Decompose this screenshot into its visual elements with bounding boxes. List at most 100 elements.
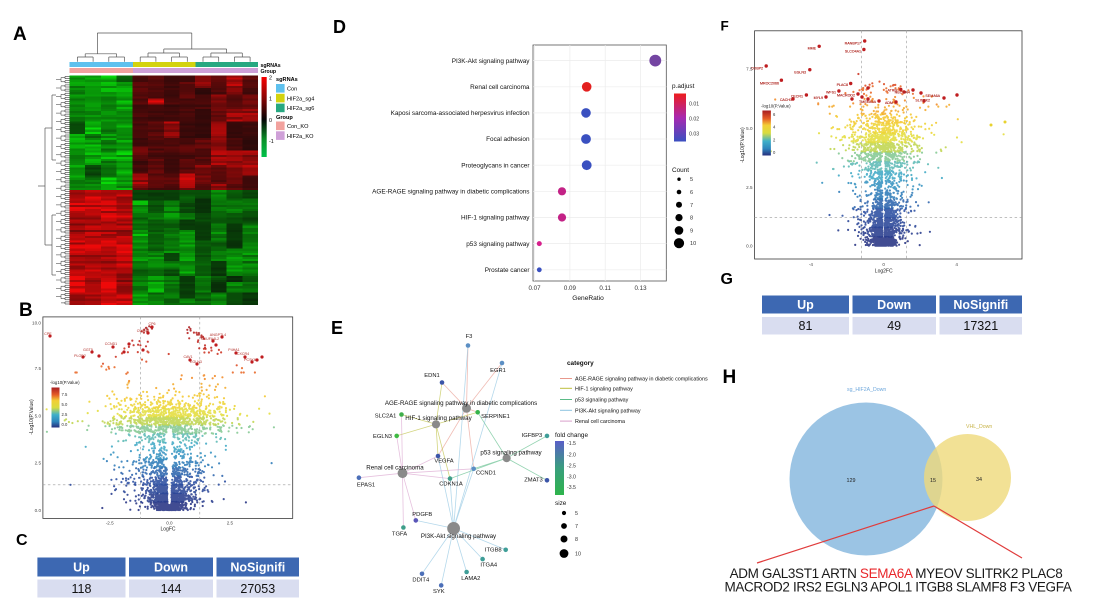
svg-text:B: B (19, 300, 33, 321)
svg-text:0.11: 0.11 (599, 285, 611, 292)
svg-text:2.5: 2.5 (746, 185, 753, 190)
svg-text:SERPINE1: SERPINE1 (481, 414, 510, 420)
svg-text:SLC2A1: SLC2A1 (375, 414, 397, 420)
svg-text:SLITRK2: SLITRK2 (915, 99, 930, 103)
svg-text:27053: 27053 (240, 582, 275, 596)
svg-text:AGE-RAGE signaling pathway in: AGE-RAGE signaling pathway in diabetic c… (575, 377, 708, 383)
svg-text:DDIT4: DDIT4 (412, 578, 430, 584)
svg-text:GeneRatio: GeneRatio (572, 295, 604, 302)
svg-text:HIF2a_sg4: HIF2a_sg4 (287, 96, 314, 102)
svg-text:IGFBP3: IGFBP3 (522, 433, 543, 439)
svg-text:4: 4 (955, 262, 958, 267)
svg-text:Count: Count (672, 167, 689, 174)
svg-text:0.01: 0.01 (689, 101, 699, 107)
svg-text:6: 6 (690, 190, 693, 196)
svg-text:WFS1: WFS1 (826, 91, 836, 95)
svg-text:NoSignifi: NoSignifi (953, 298, 1008, 312)
svg-text:HIF2a_KO: HIF2a_KO (287, 134, 314, 140)
svg-text:AGE-RAGE signaling pathway in: AGE-RAGE signaling pathway in diabetic c… (372, 189, 529, 196)
svg-text:1: 1 (269, 97, 272, 103)
svg-text:CCND1: CCND1 (476, 471, 496, 477)
svg-text:2.5: 2.5 (227, 521, 234, 526)
svg-text:PLAC8: PLAC8 (837, 83, 848, 87)
svg-text:2: 2 (269, 76, 272, 82)
svg-text:TMEM45A: TMEM45A (859, 100, 877, 104)
svg-text:MROC2066: MROC2066 (760, 82, 779, 86)
svg-text:Renal cell carcinoma: Renal cell carcinoma (470, 84, 530, 91)
svg-text:-2.5: -2.5 (106, 521, 114, 526)
svg-text:ATRN: ATRN (887, 89, 897, 93)
svg-text:0.0: 0.0 (166, 521, 173, 526)
svg-text:7.5: 7.5 (746, 67, 753, 72)
svg-text:ITGB8: ITGB8 (485, 548, 502, 554)
svg-text:SLCO4A1: SLCO4A1 (845, 50, 861, 54)
svg-text:p53 signaling pathway: p53 signaling pathway (575, 398, 629, 404)
svg-text:118: 118 (72, 582, 92, 596)
svg-text:A: A (13, 24, 27, 45)
svg-text:PLOD2: PLOD2 (74, 354, 86, 358)
svg-text:PDGFB: PDGFB (412, 512, 432, 518)
svg-text:-Log10(P.Value): -Log10(P.Value) (29, 399, 35, 435)
svg-text:p53 signaling pathway: p53 signaling pathway (480, 450, 542, 457)
svg-text:Proteoglycans in cancer: Proteoglycans in cancer (461, 162, 530, 169)
svg-text:EPAS1: EPAS1 (357, 483, 375, 489)
svg-text:P4HA1: P4HA1 (228, 348, 239, 352)
svg-text:-2.0: -2.0 (567, 452, 576, 458)
svg-text:E: E (331, 318, 343, 338)
svg-text:EGLN3: EGLN3 (190, 360, 202, 364)
svg-text:CP6: CP6 (149, 322, 156, 326)
svg-text:PI3K-Akt signaling pathway: PI3K-Akt signaling pathway (421, 533, 497, 540)
svg-text:-3.5: -3.5 (567, 485, 576, 491)
svg-text:CCND1: CCND1 (105, 342, 117, 346)
svg-text:7: 7 (575, 524, 578, 530)
svg-text:MYL9: MYL9 (814, 96, 823, 100)
svg-text:0.07: 0.07 (528, 285, 541, 292)
svg-text:NoSignifi: NoSignifi (230, 561, 285, 575)
svg-text:ADM: ADM (885, 101, 893, 105)
svg-text:RANBP17: RANBP17 (845, 42, 861, 46)
svg-text:ADM: ADM (885, 101, 893, 105)
svg-text:8: 8 (690, 216, 693, 222)
svg-text:PI3K-Akt signaling pathway: PI3K-Akt signaling pathway (452, 58, 531, 65)
svg-text:SYK: SYK (433, 589, 445, 595)
svg-text:0.09: 0.09 (564, 285, 577, 292)
svg-text:CACH1: CACH1 (780, 98, 792, 102)
svg-text:2: 2 (773, 138, 776, 143)
svg-text:-log10(P.Value): -log10(P.Value) (761, 104, 791, 109)
svg-text:Con: Con (287, 87, 297, 93)
svg-text:-log10(P.Value): -log10(P.Value) (50, 380, 80, 385)
svg-text:TGFA: TGFA (392, 532, 407, 538)
svg-text:RANBP17: RANBP17 (845, 42, 861, 46)
svg-text:EDN1: EDN1 (424, 373, 439, 379)
svg-text:0: 0 (882, 262, 885, 267)
svg-text:5.0: 5.0 (62, 402, 68, 407)
svg-text:5.0: 5.0 (746, 126, 753, 131)
svg-text:ATRN: ATRN (887, 89, 897, 93)
svg-text:SEMA6A: SEMA6A (925, 94, 940, 98)
svg-text:CWH43: CWH43 (137, 329, 150, 333)
svg-text:-Log10(P.Value): -Log10(P.Value) (740, 127, 746, 163)
svg-text:SLITRK2: SLITRK2 (915, 99, 930, 103)
svg-text:15: 15 (930, 478, 936, 484)
svg-text:NDUFA4L2: NDUFA4L2 (201, 337, 219, 341)
svg-text:0.02: 0.02 (689, 117, 699, 123)
svg-text:7.5: 7.5 (35, 366, 42, 371)
svg-text:sgRNAs: sgRNAs (276, 77, 298, 83)
svg-text:CECR1: CECR1 (791, 95, 803, 99)
svg-text:-1: -1 (269, 139, 274, 145)
svg-text:CECR1: CECR1 (791, 95, 803, 99)
svg-text:category: category (567, 360, 594, 367)
svg-text:7: 7 (690, 203, 693, 209)
svg-text:Log2FC: Log2FC (875, 269, 893, 275)
svg-text:F: F (721, 19, 729, 34)
svg-text:size: size (555, 500, 567, 507)
svg-text:NECTIN4: NECTIN4 (895, 91, 910, 95)
svg-text:PI3K-Akt signaling pathway: PI3K-Akt signaling pathway (575, 408, 641, 414)
svg-text:4: 4 (773, 125, 776, 130)
svg-text:H: H (723, 367, 737, 388)
svg-text:COBP2: COBP2 (751, 66, 763, 70)
svg-text:C: C (16, 532, 28, 549)
svg-text:6: 6 (773, 112, 776, 117)
svg-text:34: 34 (976, 477, 982, 483)
svg-text:Group: Group (261, 69, 277, 75)
